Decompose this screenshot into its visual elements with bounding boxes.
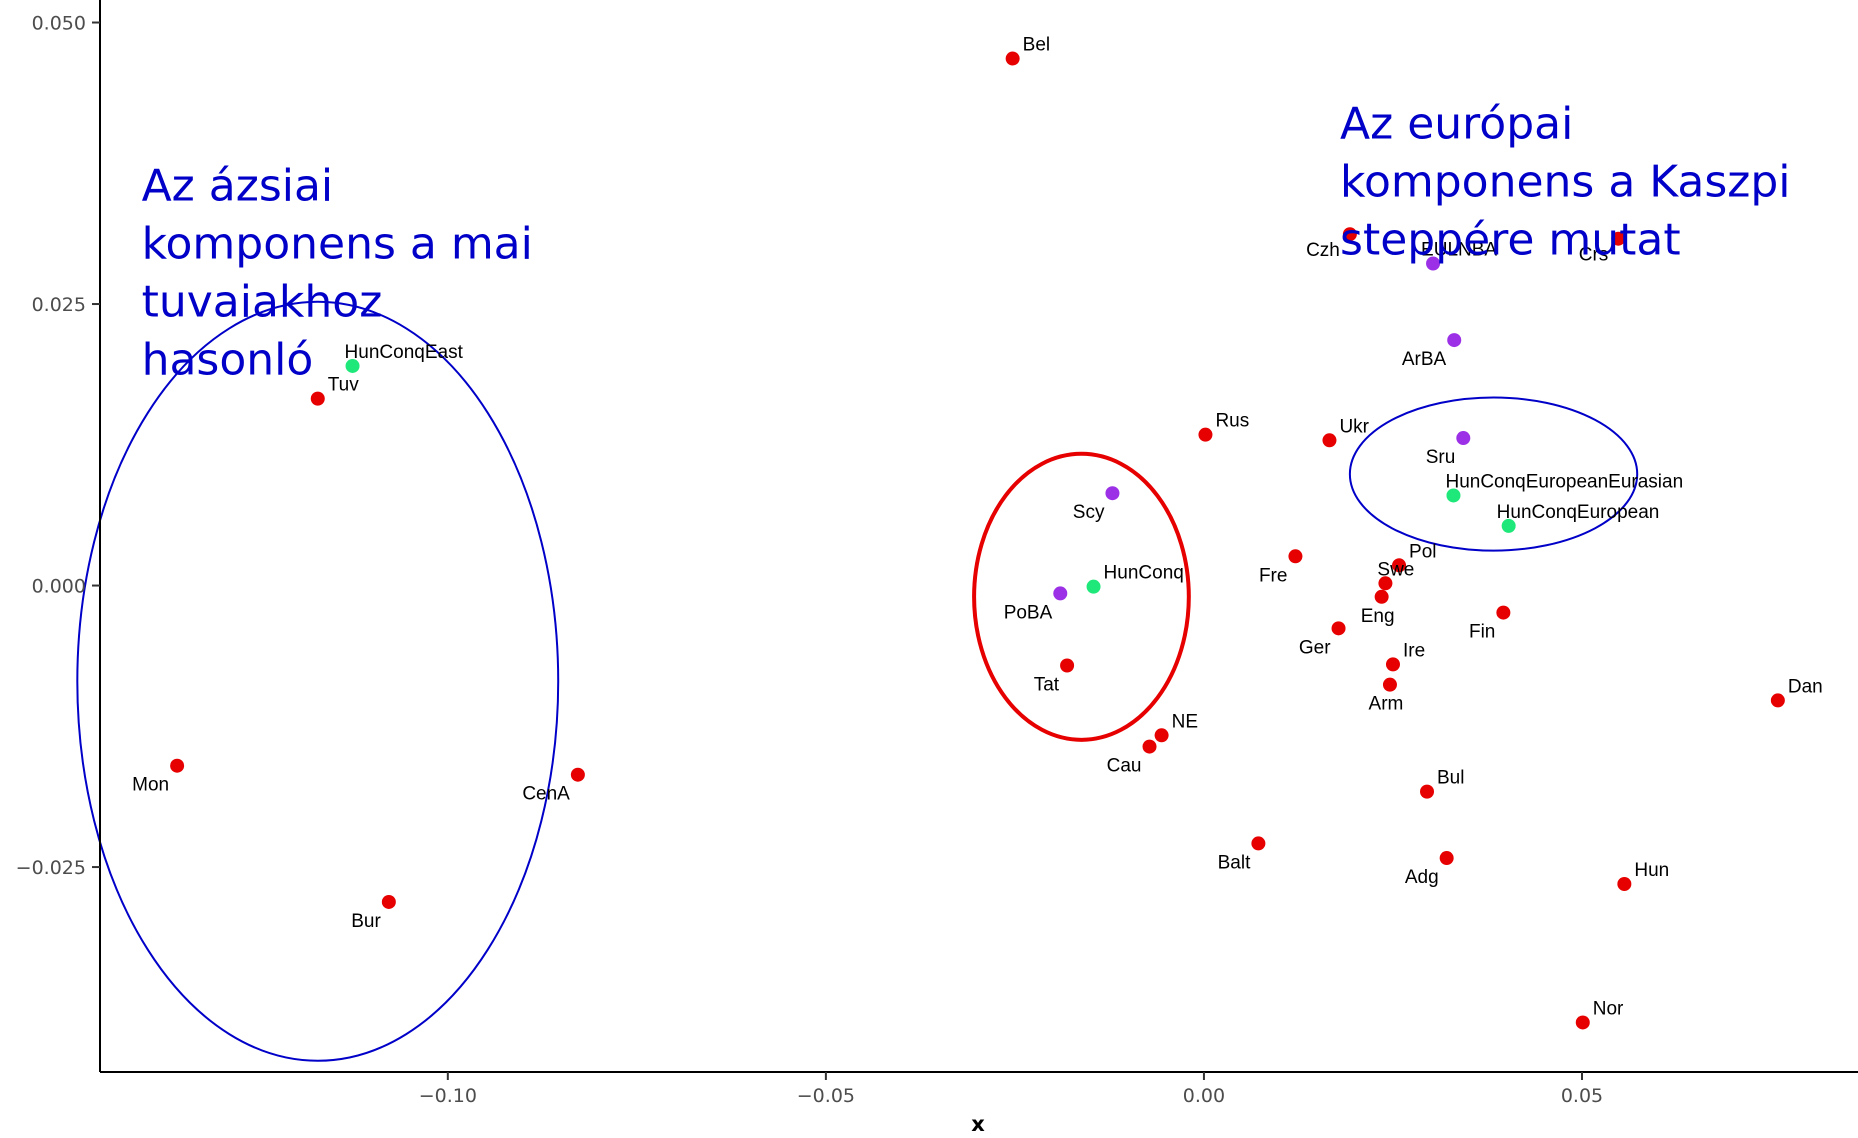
labels-layer: Bel Czh Crs EULNBA ArBA HunConqEast Tuv Rus Ukr S… [132, 35, 1823, 1020]
european-annotation: Az európai komponens a Kaszpi steppére mut… [1340, 99, 1790, 266]
point-label-bur: Bur [351, 911, 381, 932]
point-scy [1105, 486, 1120, 501]
point-label-swe: Swe [1377, 559, 1414, 580]
point-nor [1575, 1015, 1590, 1030]
point-bel [1005, 51, 1020, 66]
point-poba [1053, 586, 1068, 601]
point-label-fin: Fin [1469, 622, 1495, 643]
x-tick-label: 0.00 [1183, 1085, 1225, 1107]
x-tick-label: 0.05 [1561, 1085, 1603, 1107]
point-czh [1342, 227, 1357, 242]
point-label-fre: Fre [1259, 565, 1288, 586]
point-label-hunconq: HunConq [1104, 563, 1184, 584]
y-ticks: 0.050 0.025 0.000 −0.025 [16, 13, 100, 879]
point-adg [1439, 851, 1454, 866]
point-label-tuv: Tuv [328, 375, 359, 396]
point-hun [1617, 876, 1632, 891]
point-label-mon: Mon [132, 775, 169, 796]
x-axis-title: x [971, 1112, 985, 1136]
asian-annotation-line: hasonló [142, 334, 314, 385]
hunconq-cluster-ellipse [972, 451, 1191, 742]
point-label-rus: Rus [1215, 411, 1249, 432]
point-pol [1392, 558, 1407, 573]
annotations-layer: Az ázsiai komponens a mai tuvaiakhoz hasonl… [142, 99, 1791, 386]
point-hunconqeast [345, 358, 360, 373]
x-tick-label: −0.05 [797, 1085, 855, 1107]
point-swe [1378, 576, 1393, 591]
point-ukr [1322, 433, 1337, 448]
point-balt [1251, 836, 1266, 851]
point-hunconqeuropeaneurasian [1446, 488, 1461, 503]
point-label-hunconqeast: HunConqEast [345, 342, 464, 363]
asian-annotation-line: Az ázsiai [142, 160, 334, 211]
european-annotation-line: Az európai [1340, 99, 1573, 150]
x-tick-label: −0.10 [419, 1085, 477, 1107]
point-label-poba: PoBA [1004, 602, 1053, 623]
point-fin [1496, 605, 1511, 620]
asian-cluster-ellipse [76, 300, 560, 1062]
point-label-dan: Dan [1788, 676, 1823, 697]
point-label-cena: CenA [522, 784, 570, 805]
point-sru [1456, 431, 1471, 446]
y-tick-label: 0.025 [32, 294, 86, 316]
asian-annotation-line: tuvaiakhoz [142, 276, 383, 327]
point-hunconqeuropean [1501, 518, 1516, 533]
y-tick-label: 0.050 [32, 13, 86, 35]
points-layer [170, 51, 1785, 1030]
point-crs [1611, 231, 1626, 246]
european-annotation-line: steppére mutat [1340, 215, 1681, 266]
point-label-arm: Arm [1369, 694, 1404, 715]
point-rus [1198, 427, 1213, 442]
point-label-cau: Cau [1107, 756, 1142, 777]
point-cena [570, 767, 585, 782]
point-label-bel: Bel [1023, 35, 1050, 56]
point-label-ger: Ger [1299, 637, 1331, 658]
y-tick-label: 0.000 [32, 576, 86, 598]
european-annotation-line: komponens a Kaszpi [1340, 157, 1790, 208]
point-cau [1142, 739, 1157, 754]
point-fre [1288, 549, 1303, 564]
point-label-balt: Balt [1218, 852, 1251, 873]
point-label-hunconqeuropean: HunConqEuropean [1497, 502, 1660, 523]
point-bur [381, 894, 396, 909]
point-tat [1060, 658, 1075, 673]
asian-annotation-line: komponens a mai [142, 218, 533, 269]
point-label-sru: Sru [1426, 447, 1456, 468]
point-label-nor: Nor [1593, 998, 1624, 1019]
point-label-scy: Scy [1073, 502, 1105, 523]
point-label-ne: NE [1172, 711, 1198, 732]
point-mon [170, 758, 185, 773]
point-arm [1382, 677, 1397, 692]
point-tuv [310, 391, 325, 406]
point-label-ukr: Ukr [1339, 416, 1369, 437]
point-ne [1154, 728, 1169, 743]
ellipses-layer [76, 300, 1639, 1062]
point-label-adg: Adg [1405, 867, 1439, 888]
point-label-pol: Pol [1409, 541, 1436, 562]
point-label-hunconqeuropeaneurasian: HunConqEuropeanEurasian [1445, 471, 1683, 492]
point-label-eulnba: EULNBA [1421, 239, 1497, 260]
point-label-hun: Hun [1634, 860, 1669, 881]
point-label-czh: Czh [1306, 240, 1340, 261]
point-eng [1374, 589, 1389, 604]
european-cluster-ellipse [1348, 396, 1639, 552]
x-ticks: −0.10 −0.05 0.00 0.05 [419, 1072, 1603, 1107]
point-arba [1447, 333, 1462, 348]
point-label-ire: Ire [1403, 640, 1425, 661]
point-eulnba [1426, 256, 1441, 271]
point-label-tat: Tat [1034, 674, 1060, 695]
point-ire [1385, 657, 1400, 672]
asian-annotation: Az ázsiai komponens a mai tuvaiakhoz hasonl… [142, 160, 533, 385]
y-tick-label: −0.025 [16, 857, 86, 879]
point-label-bul: Bul [1437, 768, 1464, 789]
point-label-eng: Eng [1361, 606, 1395, 627]
axes: −0.10 −0.05 0.00 0.05 0.050 0.025 0.000 −0.025… [16, 0, 1858, 1136]
point-hunconq [1086, 579, 1101, 594]
point-label-crs: Crs [1579, 245, 1609, 266]
point-bul [1420, 784, 1435, 799]
point-ger [1331, 621, 1346, 636]
point-label-arba: ArBA [1402, 349, 1447, 370]
point-dan [1770, 693, 1785, 708]
